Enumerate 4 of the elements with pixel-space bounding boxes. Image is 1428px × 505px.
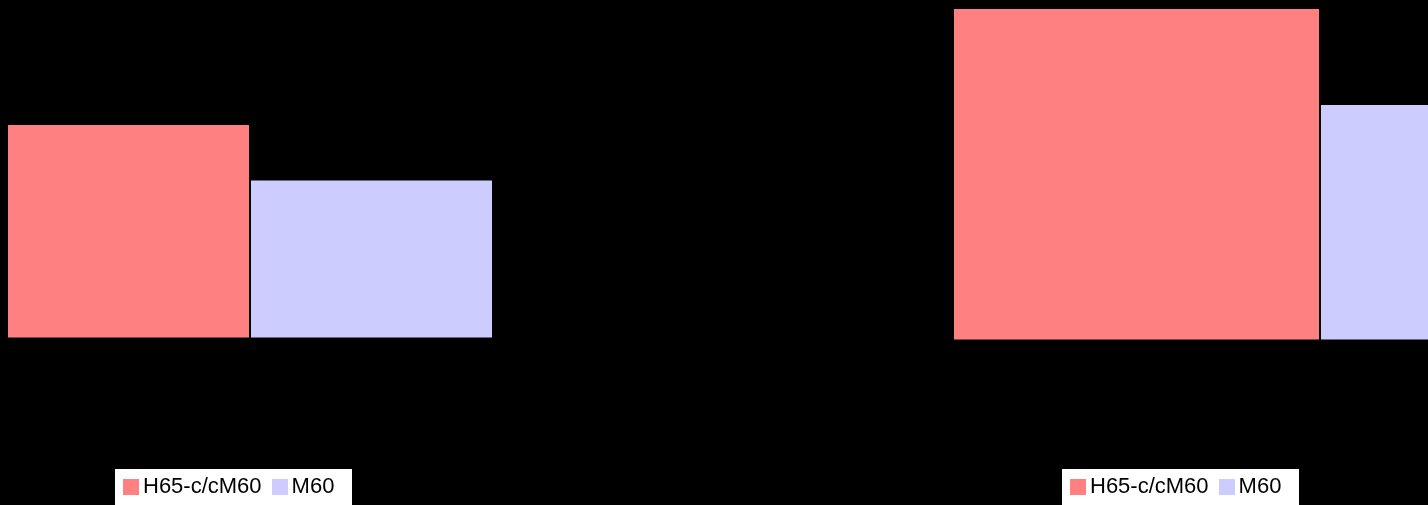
legend-label: H65-c/cM60 (1090, 473, 1209, 498)
legend-label: M60 (291, 473, 335, 498)
legend-label: M60 (1238, 473, 1282, 498)
legend-label: H65-c/cM60 (143, 473, 262, 498)
